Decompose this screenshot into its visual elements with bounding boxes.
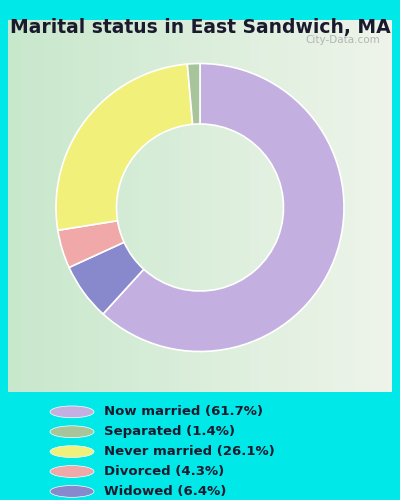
Wedge shape [103,64,344,352]
Circle shape [50,446,94,458]
Text: Separated (1.4%): Separated (1.4%) [104,425,235,438]
Circle shape [50,466,94,477]
Wedge shape [56,64,193,230]
Circle shape [50,406,94,418]
Text: Now married (61.7%): Now married (61.7%) [104,406,263,418]
Text: Divorced (4.3%): Divorced (4.3%) [104,465,224,478]
Text: City-Data.com: City-Data.com [306,35,380,45]
Wedge shape [69,242,144,314]
Circle shape [50,426,94,438]
Wedge shape [58,220,124,268]
Text: Never married (26.1%): Never married (26.1%) [104,445,275,458]
Text: Widowed (6.4%): Widowed (6.4%) [104,485,226,498]
Text: Marital status in East Sandwich, MA: Marital status in East Sandwich, MA [10,18,390,36]
Circle shape [50,486,94,498]
Wedge shape [187,64,200,124]
